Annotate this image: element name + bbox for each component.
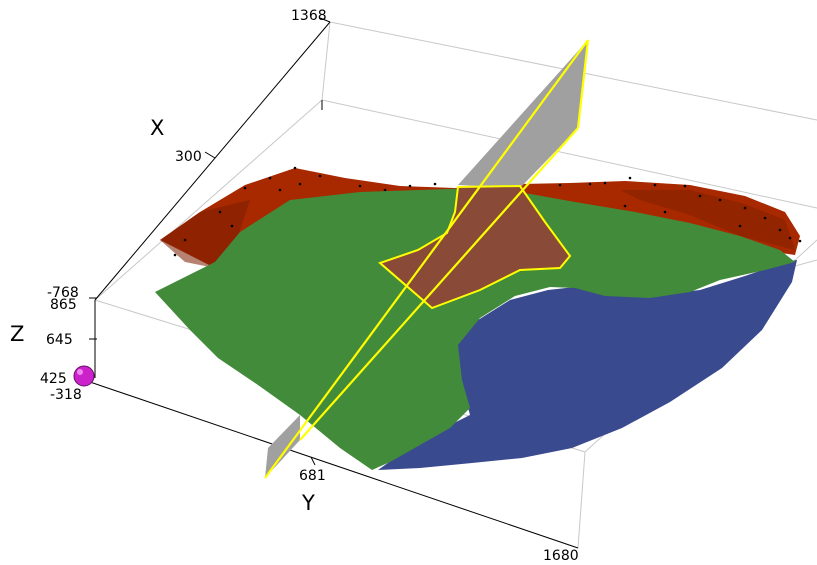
x-axis-label: X [150, 116, 164, 140]
section-plane-outline [264, 39, 590, 479]
z-tick-5: -318 [50, 387, 82, 403]
surface-vertex-points [173, 166, 802, 257]
lower-blue-surface [378, 260, 797, 470]
z-tick-2: 865 [50, 297, 77, 313]
section-plane-upper [458, 40, 588, 188]
middle-green-surface [155, 186, 795, 470]
section-plane-lower [265, 415, 300, 478]
tick-marks [89, 17, 331, 466]
y-axis-label: Y [301, 491, 315, 515]
y-tick-end: 1680 [543, 548, 579, 564]
z-tick-3: 645 [46, 332, 73, 348]
upper-surface-shade-right [620, 190, 795, 250]
x-tick-mid: 300 [175, 149, 202, 165]
x-tick-top: 1368 [291, 8, 327, 24]
upper-surface-fill [160, 168, 800, 268]
axis-edges [89, 21, 579, 549]
z-tick-1: -768 [47, 285, 79, 301]
y-tick-mid: 681 [299, 468, 326, 484]
z-tick-4: 425 [40, 371, 67, 387]
z-axis-label: Z [10, 322, 24, 346]
sphere-marker-icon[interactable] [73, 365, 95, 387]
